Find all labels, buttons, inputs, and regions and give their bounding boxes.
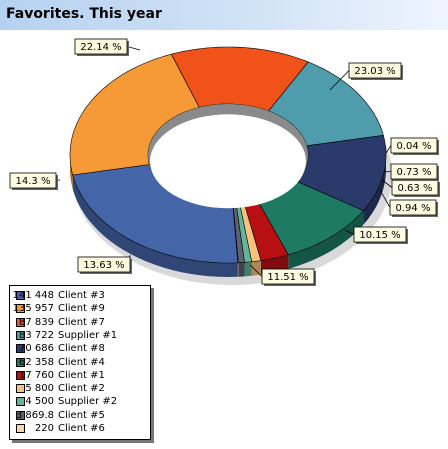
- legend-swatch: [16, 330, 25, 340]
- data-label: 23.03 %: [354, 66, 395, 77]
- legend-item: 87 839 Client #7: [10, 317, 150, 329]
- data-label: 10.15 %: [359, 230, 400, 241]
- callout-box: [77, 256, 131, 273]
- callout-box: [261, 268, 315, 285]
- slice-side-0: [72, 175, 238, 277]
- callout-line: [383, 171, 392, 173]
- callout-line: [344, 229, 355, 235]
- legend-swatch: [16, 304, 25, 314]
- legend-item: 17 760 Client #1: [10, 370, 150, 382]
- slice-side-5: [288, 210, 364, 269]
- legend-item: 83 722 Supplier #1: [10, 330, 150, 342]
- legend-swatch: [16, 344, 25, 354]
- data-label: 0.73 %: [397, 167, 432, 178]
- legend-swatch: [16, 410, 25, 420]
- legend-value: 83 722: [19, 329, 54, 341]
- callout-line: [329, 70, 350, 91]
- legend-swatch: [16, 370, 25, 380]
- callout-box: [9, 172, 57, 189]
- legend-value: 70 686: [19, 343, 54, 355]
- legend-item: 5 800 Client #2: [10, 383, 150, 395]
- legend-label: Client #2: [58, 383, 105, 395]
- legend-item: 135 957 Client #9: [10, 303, 150, 315]
- legend-value: 87 839: [19, 316, 54, 328]
- legend-value: 17 760: [19, 369, 54, 381]
- legend-label: Client #9: [58, 303, 105, 315]
- legend-swatch: [16, 317, 25, 327]
- callout-box: [353, 226, 407, 243]
- legend-swatch: [16, 357, 25, 367]
- callout-box: [74, 38, 128, 55]
- legend-item: 62 358 Client #4: [10, 357, 150, 369]
- chart-title: Favorites. This year: [6, 6, 162, 22]
- data-label: 22.14 %: [80, 42, 121, 53]
- data-label: 0.63 %: [398, 183, 433, 194]
- chart-header: Favorites. This year: [0, 0, 448, 30]
- legend-swatch: [16, 291, 25, 300]
- legend-value: 5 800: [25, 383, 54, 395]
- slice-side-7: [251, 260, 261, 276]
- callout-line: [381, 179, 393, 188]
- legend-item: 4 500 Supplier #2: [10, 396, 150, 408]
- legend-item: 3 869.8 Client #5: [10, 410, 150, 422]
- legend-label: Client #7: [58, 316, 105, 328]
- callout-line: [385, 145, 392, 154]
- legend-label: Client #1: [58, 369, 105, 381]
- data-label: 14.3 %: [16, 176, 51, 187]
- data-label: 0.94 %: [396, 203, 431, 214]
- legend-value: 135 957: [12, 303, 54, 315]
- legend-swatch: [16, 397, 25, 407]
- legend-label: Supplier #2: [58, 396, 118, 408]
- donut-chart: 23.03 % 22.14 % 14.3 % 13.63 % 11.51 % 10.15 …: [9, 38, 440, 286]
- data-label: 11.51 %: [267, 272, 308, 283]
- slice-side-8: [244, 261, 252, 277]
- callout-line: [249, 264, 263, 277]
- callout-line: [126, 46, 141, 51]
- legend-value: 141 448: [12, 290, 54, 301]
- legend-label: Client #4: [58, 356, 105, 368]
- data-label: 13.63 %: [83, 260, 124, 271]
- legend-swatch: [16, 424, 25, 433]
- legend-swatch: [16, 384, 25, 394]
- legend-label: Client #8: [58, 343, 105, 355]
- legend-item: 70 686 Client #8: [10, 343, 150, 355]
- legend-label: Client #3: [58, 290, 105, 301]
- callout-line: [379, 189, 391, 208]
- data-label: 0.04 %: [397, 141, 432, 152]
- legend-label: Client #5: [58, 409, 105, 421]
- legend-value: 3 869.8: [15, 409, 54, 421]
- legend-label: Client #6: [58, 423, 105, 434]
- donut-hole: [150, 114, 306, 209]
- callout-box: [390, 137, 438, 154]
- legend-value: 4 500: [25, 396, 54, 408]
- chart-legend: 141 448 Client #3 135 957 Client #9 87 839 Cl…: [9, 285, 151, 440]
- legend-value: 220: [34, 423, 54, 434]
- legend-value: 62 358: [19, 356, 54, 368]
- callout-box: [348, 62, 402, 79]
- slice-side-9: [238, 262, 245, 277]
- legend-label: Supplier #1: [58, 329, 118, 341]
- callout-box: [389, 199, 437, 216]
- callout-box: [390, 163, 438, 180]
- legend-item: 220 Client #6: [10, 423, 150, 435]
- legend-item: 141 448 Client #3: [10, 290, 150, 302]
